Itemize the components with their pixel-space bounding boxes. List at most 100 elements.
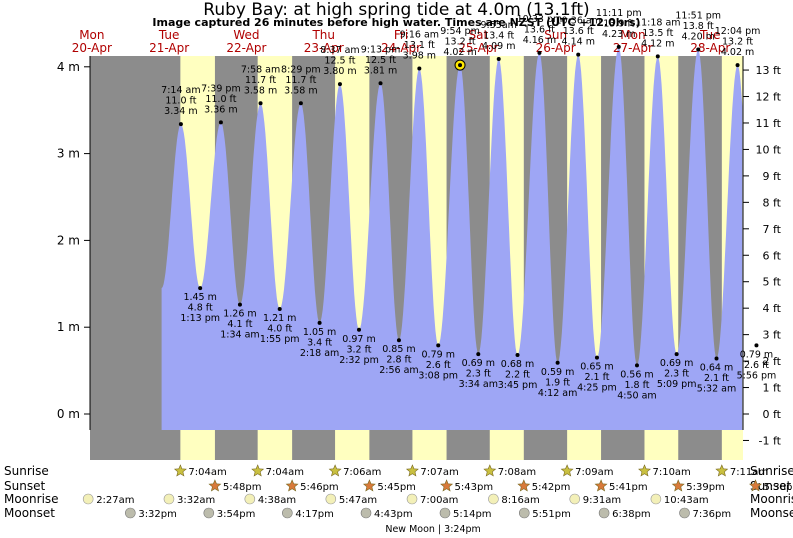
tide-label: 3.80 m [323,66,356,77]
tide-label: 13.6 ft [563,26,594,37]
moonrise-icon [569,493,581,505]
y-tick-label-left: 0 m [57,407,80,421]
day-label-date: 28-Apr [690,41,730,55]
moonset-time: 7:36pm [693,509,732,520]
moonset-icon [439,507,451,519]
tide-point [655,54,660,59]
y-tick-label-right: 11 ft [756,117,782,130]
tide-point [378,81,383,86]
sunrise-time: 7:10am [652,467,690,478]
sunrise-row-label-right: Sunrise [750,464,793,478]
page-subtitle: Image captured 26 minutes before high wa… [152,16,641,29]
tide-point [317,320,322,325]
tide-label: 3.34 m [164,106,197,117]
day-label-date: 22-Apr [226,41,266,55]
tide-label: 0.69 m [462,358,495,369]
tide-point [696,47,701,52]
moonrise-time: 8:16am [501,495,539,506]
sunrise-icon [638,464,651,477]
tide-label: 4.02 m [443,47,476,58]
moonrise-icon [244,493,256,505]
tide-label: 1.45 m [183,292,216,303]
tide-point [594,355,599,360]
tide-label: 0.59 m [541,367,574,378]
tide-point [178,122,183,127]
tide-label: 1.9 ft [545,377,570,388]
sunset-time: 5:48pm [223,482,262,493]
moonset-icon [598,507,610,519]
tide-label: 2:18 am [300,348,339,359]
moonrise-time: 7:00am [420,495,458,506]
tide-label: 3:08 pm [418,370,458,381]
tide-point [198,286,203,291]
tide-label: 5:09 pm [657,379,697,390]
tide-label: 13.2 ft [722,37,753,48]
tide-label: 9:16 am [400,30,439,41]
moonrise-icon [406,493,418,505]
sunset-icon [671,479,685,492]
tide-label: 3.98 m [403,51,436,62]
tide-point [237,302,242,307]
moonset-icon [518,507,530,519]
tide-point [714,356,719,361]
tide-label: 2.3 ft [466,369,491,380]
day-label-date: 21-Apr [149,41,189,55]
day-label-date: 26-Apr [536,41,576,55]
sunrise-time: 7:11am [730,467,768,478]
tide-label: 3:34 am [459,379,498,390]
tide-label: 4:25 pm [577,383,617,394]
axes: 0 m 1 m 2 m 3 m 4 m -1 ft 0 ft 1 ft 2 ft 3 ft 4 ft… [57,56,782,447]
moonset-time: 5:51pm [532,509,571,520]
y-tick-label-right: 10 ft [756,143,782,156]
tide-point [576,52,581,57]
sunset-icon [362,479,376,492]
sunset-time: 5:45pm [377,482,416,493]
y-tick-label-right: 6 ft [763,249,782,262]
moonset-row-label: Moonset [4,506,55,520]
sunrise-time: 7:04am [188,467,226,478]
y-tick-label-right: 8 ft [763,196,782,209]
sunrise-time: 7:08am [498,467,536,478]
sunrise-time: 7:09am [575,467,613,478]
moonrise-icon [163,493,175,505]
sunset-time: 5:46pm [300,482,339,493]
moonrise-icon [650,493,662,505]
tide-label: 11:11 pm [596,8,642,19]
tide-label: 1:13 pm [180,313,220,324]
tide-label: 13.1 ft [404,40,435,51]
sunset-row-label: Sunset [4,479,45,493]
sunset-row-label-right: Sunset [750,479,791,493]
moonrise-time: 5:47am [339,495,377,506]
tide-point [436,343,441,348]
sunset-time: 5:41pm [609,482,648,493]
day-label-date: 20-Apr [72,41,112,55]
tide-label: 1.21 m [263,313,296,324]
tide-label: 11.0 ft [165,96,196,107]
moonrise-row-label-right: Moonrise [750,492,793,506]
tide-label: 13.8 ft [683,21,714,32]
y-tick-label-right: -1 ft [759,434,782,447]
day-label-dow: Sun [544,28,567,42]
sunset-time: 5:42pm [532,482,571,493]
tide-label: 13.6 ft [524,24,555,35]
moonset-time: 5:14pm [453,509,492,520]
tide-label: 8:37 am [320,45,359,56]
sunset-time: 5:39pm [686,482,725,493]
tide-label: 1.26 m [223,309,256,320]
tide-label: 0.64 m [700,362,733,373]
moonrise-time: 2:27am [96,495,134,506]
y-tick-label-right: 2 ft [763,355,782,368]
tide-label: 2.6 ft [426,360,451,371]
tide-label: 3.81 m [364,65,397,76]
tide-point [277,306,282,311]
tide-point [218,120,223,125]
tide-label: 9:13 pm [361,44,401,55]
moonrise-time: 9:31am [583,495,621,506]
moonset-time: 3:54pm [217,509,256,520]
tide-label: 3.58 m [284,85,317,96]
tide-label: 0.97 m [342,334,375,345]
moonrise-time: 10:43am [664,495,709,506]
tide-label: 1:34 am [220,330,259,341]
